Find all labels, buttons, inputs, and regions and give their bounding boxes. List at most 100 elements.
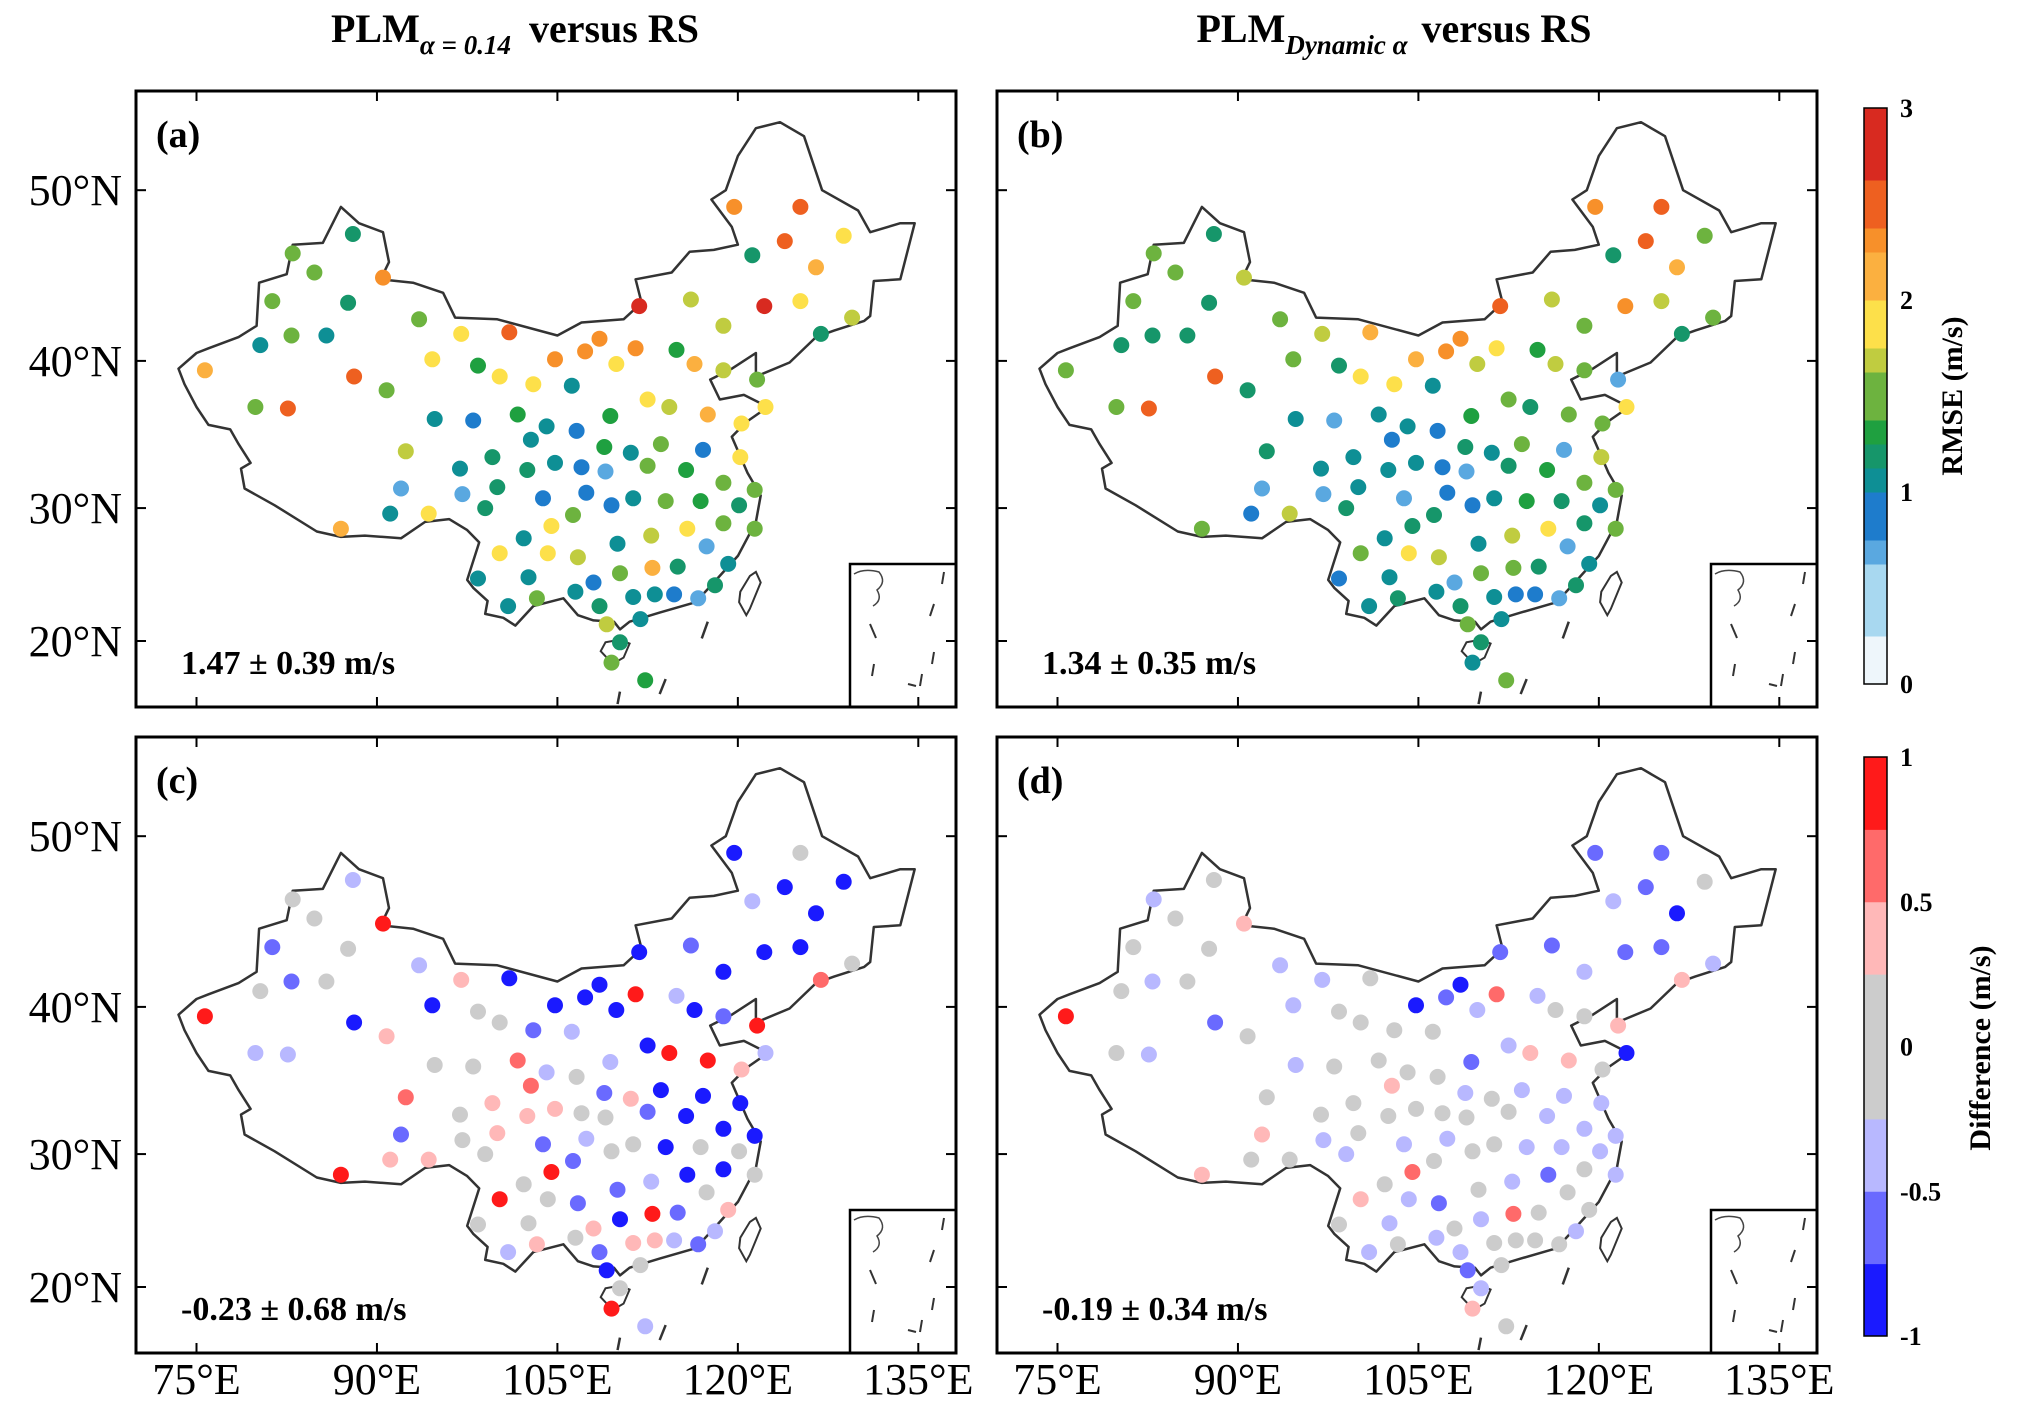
station-dot [1439, 1130, 1456, 1147]
colorbar-segment [1864, 1118, 1887, 1192]
station-dot [1314, 971, 1331, 988]
lon-tick-label: 90°E [333, 1355, 421, 1404]
south-china-sea-inset [848, 1208, 958, 1355]
station-dot [1483, 1090, 1500, 1107]
station-dot [547, 351, 563, 368]
station-dot [1376, 530, 1393, 547]
title-right-rest: versus RS [1422, 6, 1592, 51]
station-dot [1576, 317, 1593, 334]
lon-tick-label: 135°E [863, 1355, 973, 1404]
station-dot [598, 1262, 615, 1279]
station-dot [1539, 462, 1556, 478]
south-china-sea-inset [1709, 1208, 1819, 1355]
inset-dash [929, 1249, 935, 1263]
station-dot [609, 1181, 626, 1198]
station-dot [525, 1022, 542, 1039]
colorbar-tick-label: -0.5 [1900, 1177, 1941, 1206]
colorbar-segment [1864, 612, 1887, 637]
station-dot [668, 341, 685, 358]
station-dot [1429, 422, 1446, 439]
station-dot [707, 1223, 723, 1240]
station-dot [1408, 454, 1424, 471]
station-dot [1396, 1136, 1412, 1153]
station-dot [591, 976, 608, 993]
title-left-rest: versus RS [529, 6, 699, 51]
station-dot [1540, 520, 1557, 537]
station-dot [744, 247, 761, 264]
station-dot [1057, 362, 1074, 379]
station-dot [1179, 973, 1196, 990]
station-dot [470, 357, 486, 374]
station-dot [543, 518, 560, 534]
station-dot [375, 915, 391, 932]
colorbar-segment [1864, 420, 1887, 445]
colorbar-segment [1864, 300, 1887, 325]
station-dot [603, 1300, 620, 1317]
station-dot [1568, 577, 1584, 594]
inset-dash [929, 603, 935, 617]
lat-tick-label: 50°N [29, 166, 122, 215]
station-dot [1125, 293, 1142, 310]
panel-frame [995, 89, 1819, 709]
lon-tick-label: 135°E [1724, 1355, 1834, 1404]
panel-frame [134, 89, 958, 709]
station-dot [1553, 1139, 1570, 1156]
station-dot [1362, 970, 1379, 987]
station-dot [1145, 245, 1162, 262]
station-dot [264, 939, 281, 956]
colorbar-frame [1863, 756, 1888, 1337]
station-dot [484, 1095, 501, 1112]
colorbar-segment [1864, 588, 1887, 613]
station-dot [692, 1139, 709, 1156]
colorbar-segment [1864, 564, 1887, 589]
station-dot [1473, 1211, 1489, 1228]
station-dot [1201, 294, 1218, 311]
station-dot [515, 1176, 532, 1193]
station-dot [1576, 474, 1593, 491]
station-dot [746, 1127, 763, 1144]
station-dot [1287, 1057, 1304, 1073]
station-dot [686, 356, 703, 372]
station-dot [602, 408, 619, 424]
station-dot [519, 462, 536, 478]
station-dot [1389, 590, 1406, 607]
station-dot [608, 1002, 625, 1018]
station-dot [844, 955, 861, 972]
station-dot [1504, 1173, 1521, 1190]
station-dot [1313, 1106, 1329, 1123]
station-dot [196, 1008, 213, 1025]
station-dot [1207, 368, 1224, 385]
station-dot [1504, 527, 1521, 544]
station-dot [1486, 1136, 1503, 1153]
station-dot [1492, 944, 1509, 961]
nine-dash-line [700, 621, 709, 639]
rmse-colorbar: 0 1 2 3 RMSE (m/s) [1863, 94, 1969, 699]
station-dot [1593, 449, 1610, 466]
station-dot [1352, 1191, 1369, 1208]
station-dot [1243, 1151, 1260, 1168]
station-dot [252, 337, 269, 354]
inset-dash [1792, 1297, 1796, 1311]
station-dot [1593, 1095, 1610, 1112]
station-dot [1167, 264, 1184, 281]
station-dot [1167, 910, 1184, 927]
station-dot [569, 549, 586, 566]
station-dot [528, 1236, 545, 1253]
station-dot [715, 1120, 732, 1137]
station-dot [733, 1061, 750, 1078]
station-dot [603, 1143, 620, 1160]
station-dot [247, 1045, 264, 1061]
station-dot [500, 598, 517, 615]
station-dot [1637, 879, 1654, 896]
station-dot [454, 486, 471, 503]
station-dot [1352, 545, 1369, 562]
inset-dash [871, 663, 875, 677]
station-dot [1553, 493, 1570, 510]
inset-dash [1730, 1269, 1738, 1285]
station-dot [1144, 327, 1161, 344]
station-dot [1113, 337, 1130, 354]
station-dot [643, 1173, 660, 1190]
station-dot [340, 294, 357, 311]
colorbar-tick-label: 0.5 [1900, 888, 1933, 917]
nine-dash-line [658, 678, 667, 695]
